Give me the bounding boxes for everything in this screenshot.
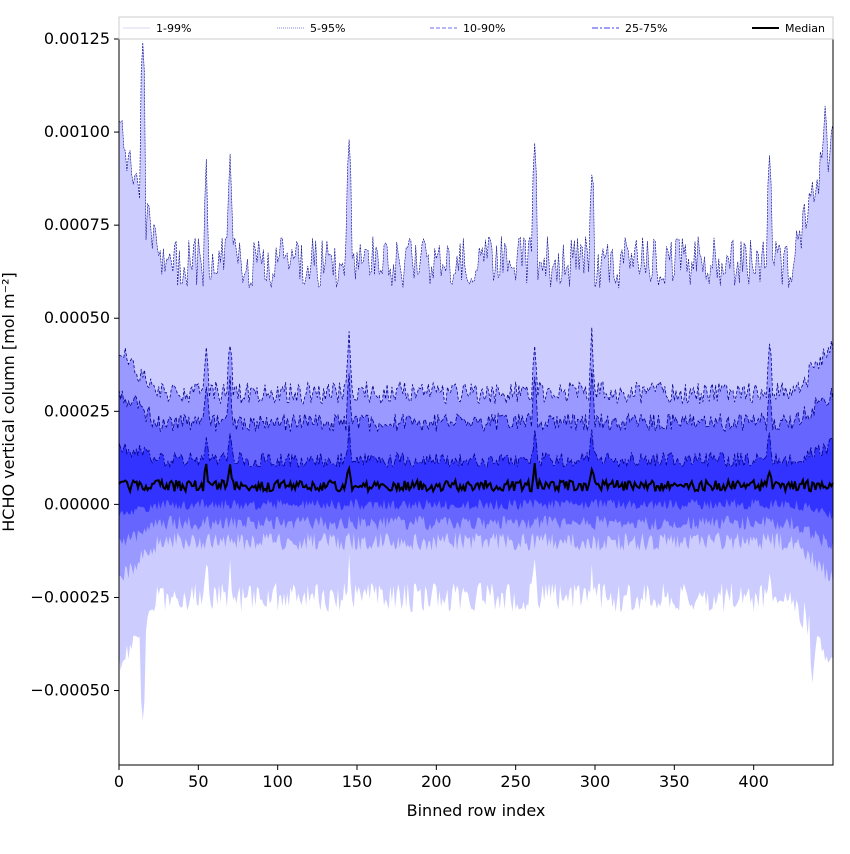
x-tick-label: 200 [421, 772, 452, 791]
y-tick-label: 0.00100 [44, 122, 110, 141]
y-tick-label: −0.00025 [30, 587, 110, 606]
y-tick-label: 0.00025 [44, 401, 110, 420]
x-tick-label: 400 [738, 772, 769, 791]
legend: 1-99% 5-95% 10-90% 25-75% Median [118, 16, 834, 40]
band-outlines [118, 42, 834, 495]
legend-label: 25-75% [625, 22, 667, 35]
band-25-75 [119, 422, 833, 520]
legend-box [118, 16, 834, 40]
x-tick-label: 150 [342, 772, 373, 791]
legend-label: 1-99% [156, 22, 191, 35]
x-axis: 0 50 100 150 200 250 300 350 400 [114, 765, 769, 791]
percentile-bands [119, 42, 833, 721]
y-tick-label: −0.00050 [30, 681, 110, 700]
legend-label: 10-90% [463, 22, 505, 35]
y-tick-label: 0.00075 [44, 215, 110, 234]
y-tick-label: 0.00125 [44, 29, 110, 48]
x-tick-label: 0 [114, 772, 124, 791]
y-tick-label: 0.00000 [44, 494, 110, 513]
line-90 [118, 369, 834, 433]
x-tick-label: 250 [500, 772, 531, 791]
legend-label: Median [785, 22, 825, 35]
median-line [118, 462, 834, 495]
legend-label: 5-95% [310, 22, 345, 35]
y-axis: −0.00050 −0.00025 0.00000 0.00025 0.00050 0.0… [30, 29, 119, 700]
x-tick-label: 50 [188, 772, 208, 791]
x-tick-label: 350 [659, 772, 690, 791]
line-75 [118, 422, 834, 469]
line-99 [118, 42, 834, 289]
x-tick-label: 300 [580, 772, 611, 791]
y-axis-label: HCHO vertical column [mol m⁻²] [0, 272, 18, 531]
line-95 [118, 327, 834, 406]
x-axis-label: Binned row index [407, 801, 546, 820]
y-tick-label: 0.00050 [44, 308, 110, 327]
band-1-99 [119, 42, 833, 721]
x-tick-label: 100 [262, 772, 293, 791]
